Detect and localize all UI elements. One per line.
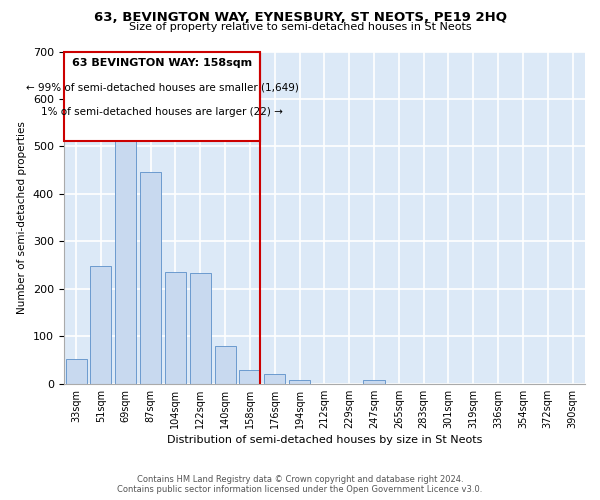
Bar — [65, 359, 86, 384]
Bar — [91, 266, 112, 384]
Bar — [215, 346, 236, 384]
Bar — [115, 114, 136, 384]
Bar — [140, 172, 161, 384]
FancyBboxPatch shape — [64, 52, 260, 141]
Text: 63 BEVINGTON WAY: 158sqm: 63 BEVINGTON WAY: 158sqm — [72, 58, 252, 68]
Text: 1% of semi-detached houses are larger (22) →: 1% of semi-detached houses are larger (2… — [41, 106, 283, 117]
Text: Size of property relative to semi-detached houses in St Neots: Size of property relative to semi-detach… — [128, 22, 472, 32]
Text: ← 99% of semi-detached houses are smaller (1,649): ← 99% of semi-detached houses are smalle… — [26, 82, 298, 92]
Text: Contains HM Land Registry data © Crown copyright and database right 2024.
Contai: Contains HM Land Registry data © Crown c… — [118, 474, 482, 494]
Bar — [165, 272, 186, 384]
Y-axis label: Number of semi-detached properties: Number of semi-detached properties — [17, 121, 27, 314]
Bar — [264, 374, 285, 384]
Text: 63, BEVINGTON WAY, EYNESBURY, ST NEOTS, PE19 2HQ: 63, BEVINGTON WAY, EYNESBURY, ST NEOTS, … — [94, 11, 506, 24]
Bar — [289, 380, 310, 384]
X-axis label: Distribution of semi-detached houses by size in St Neots: Distribution of semi-detached houses by … — [167, 435, 482, 445]
Bar — [239, 370, 260, 384]
Bar — [190, 272, 211, 384]
Bar — [364, 380, 385, 384]
